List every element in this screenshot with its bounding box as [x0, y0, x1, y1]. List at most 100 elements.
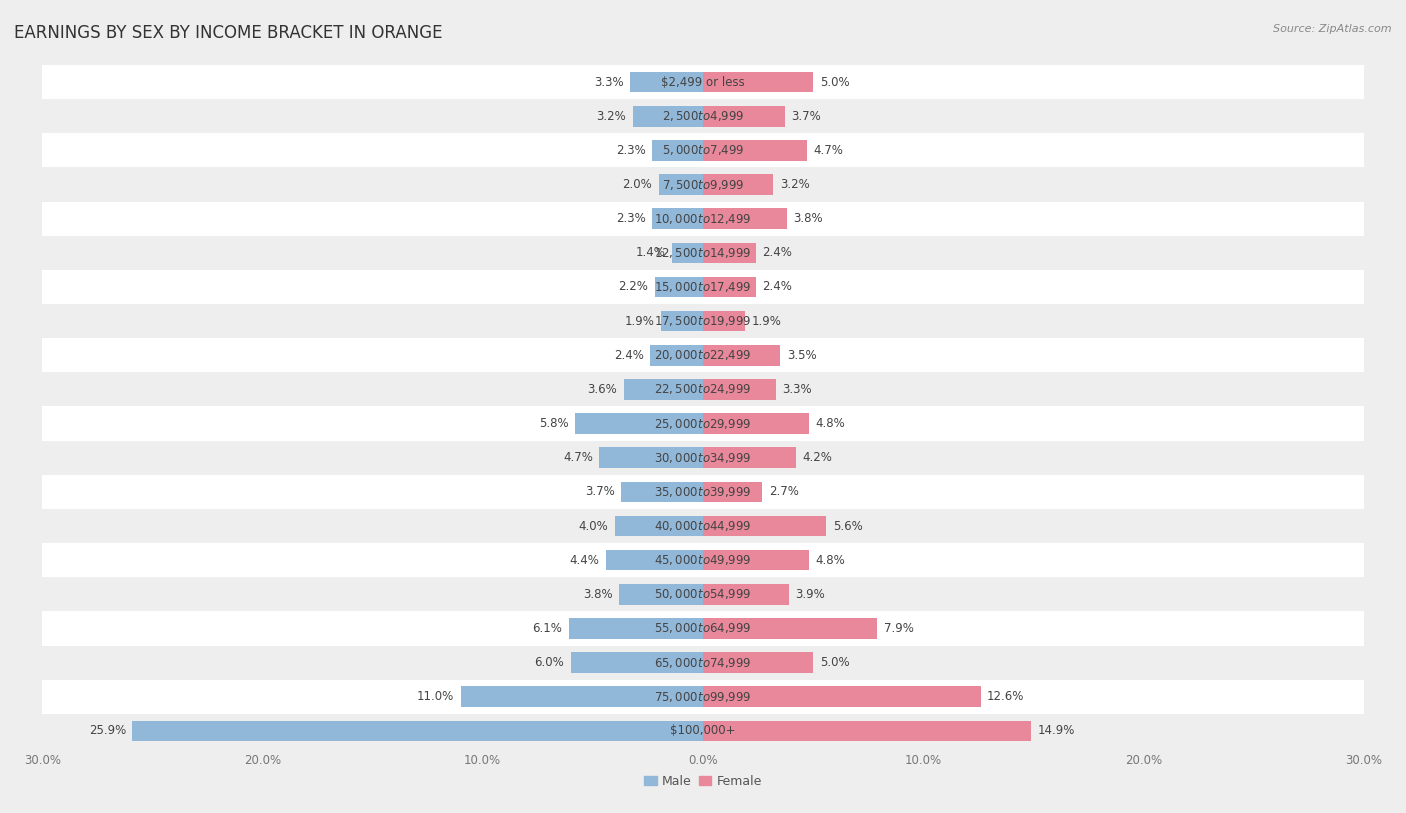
Bar — [42, 133, 1364, 167]
Bar — [621, 481, 703, 502]
Bar — [575, 413, 703, 434]
Bar — [42, 338, 1364, 372]
Bar — [703, 413, 808, 434]
Text: 1.4%: 1.4% — [636, 246, 665, 259]
Text: $45,000 to $49,999: $45,000 to $49,999 — [654, 553, 752, 567]
Bar — [461, 686, 703, 707]
Bar — [42, 236, 1364, 270]
Text: $65,000 to $74,999: $65,000 to $74,999 — [654, 655, 752, 670]
Bar — [652, 208, 703, 229]
Text: 2.7%: 2.7% — [769, 485, 799, 498]
Text: 3.8%: 3.8% — [793, 212, 823, 225]
Text: 14.9%: 14.9% — [1038, 724, 1076, 737]
Bar — [655, 276, 703, 298]
Bar — [703, 447, 796, 468]
Text: 5.0%: 5.0% — [820, 656, 849, 669]
Text: 3.6%: 3.6% — [588, 383, 617, 396]
Text: $100,000+: $100,000+ — [671, 724, 735, 737]
Bar — [571, 652, 703, 673]
Text: 3.2%: 3.2% — [596, 110, 626, 123]
Text: $12,500 to $14,999: $12,500 to $14,999 — [654, 246, 752, 260]
Text: 3.3%: 3.3% — [782, 383, 811, 396]
Text: 2.3%: 2.3% — [616, 212, 645, 225]
Bar — [703, 515, 827, 537]
Text: 2.4%: 2.4% — [762, 246, 793, 259]
Text: $50,000 to $54,999: $50,000 to $54,999 — [654, 587, 752, 602]
Bar — [703, 481, 762, 502]
Text: $17,500 to $19,999: $17,500 to $19,999 — [654, 314, 752, 328]
Text: EARNINGS BY SEX BY INCOME BRACKET IN ORANGE: EARNINGS BY SEX BY INCOME BRACKET IN ORA… — [14, 24, 443, 42]
Text: 2.2%: 2.2% — [619, 280, 648, 293]
Bar — [42, 646, 1364, 680]
Bar — [703, 174, 773, 195]
Text: 2.4%: 2.4% — [613, 349, 644, 362]
Text: $7,500 to $9,999: $7,500 to $9,999 — [662, 177, 744, 192]
Bar — [42, 611, 1364, 646]
Bar — [42, 372, 1364, 406]
Bar — [703, 379, 776, 400]
Text: 3.5%: 3.5% — [787, 349, 817, 362]
Text: 2.4%: 2.4% — [762, 280, 793, 293]
Text: 4.7%: 4.7% — [562, 451, 593, 464]
Bar — [42, 441, 1364, 475]
Legend: Male, Female: Male, Female — [640, 770, 766, 793]
Text: 3.7%: 3.7% — [792, 110, 821, 123]
Text: 4.8%: 4.8% — [815, 554, 845, 567]
Bar — [42, 577, 1364, 611]
Text: $25,000 to $29,999: $25,000 to $29,999 — [654, 416, 752, 431]
Bar — [703, 550, 808, 571]
Bar — [703, 106, 785, 127]
Text: $75,000 to $99,999: $75,000 to $99,999 — [654, 689, 752, 704]
Bar — [672, 242, 703, 263]
Bar — [703, 686, 980, 707]
Text: 1.9%: 1.9% — [751, 315, 782, 328]
Bar — [42, 202, 1364, 236]
Text: 2.0%: 2.0% — [623, 178, 652, 191]
Bar — [652, 140, 703, 161]
Bar — [42, 509, 1364, 543]
Bar — [606, 550, 703, 571]
Text: 11.0%: 11.0% — [416, 690, 454, 703]
Text: 5.8%: 5.8% — [538, 417, 568, 430]
Text: 3.9%: 3.9% — [796, 588, 825, 601]
Bar — [42, 304, 1364, 338]
Text: 6.0%: 6.0% — [534, 656, 564, 669]
Bar — [703, 720, 1031, 741]
Bar — [703, 345, 780, 366]
Bar — [42, 167, 1364, 202]
Text: 6.1%: 6.1% — [531, 622, 562, 635]
Bar — [703, 140, 807, 161]
Text: $30,000 to $34,999: $30,000 to $34,999 — [654, 450, 752, 465]
Bar — [703, 208, 787, 229]
Bar — [703, 242, 756, 263]
Bar — [599, 447, 703, 468]
Text: 3.3%: 3.3% — [595, 76, 624, 89]
Text: $55,000 to $64,999: $55,000 to $64,999 — [654, 621, 752, 636]
Bar — [42, 65, 1364, 99]
Text: 1.9%: 1.9% — [624, 315, 655, 328]
Text: $20,000 to $22,499: $20,000 to $22,499 — [654, 348, 752, 363]
Bar — [42, 99, 1364, 133]
Text: $2,500 to $4,999: $2,500 to $4,999 — [662, 109, 744, 124]
Text: 2.3%: 2.3% — [616, 144, 645, 157]
Bar — [703, 584, 789, 605]
Bar — [42, 270, 1364, 304]
Text: Source: ZipAtlas.com: Source: ZipAtlas.com — [1274, 24, 1392, 34]
Text: $15,000 to $17,499: $15,000 to $17,499 — [654, 280, 752, 294]
Bar — [42, 475, 1364, 509]
Text: $35,000 to $39,999: $35,000 to $39,999 — [654, 485, 752, 499]
Text: 3.7%: 3.7% — [585, 485, 614, 498]
Bar — [42, 406, 1364, 441]
Bar — [661, 311, 703, 332]
Text: $2,499 or less: $2,499 or less — [661, 76, 745, 89]
Text: 5.6%: 5.6% — [832, 520, 863, 533]
Text: 4.7%: 4.7% — [813, 144, 844, 157]
Bar — [659, 174, 703, 195]
Text: $40,000 to $44,999: $40,000 to $44,999 — [654, 519, 752, 533]
Text: 4.4%: 4.4% — [569, 554, 599, 567]
Text: $10,000 to $12,499: $10,000 to $12,499 — [654, 211, 752, 226]
Bar — [624, 379, 703, 400]
Text: 4.8%: 4.8% — [815, 417, 845, 430]
Text: 4.2%: 4.2% — [801, 451, 832, 464]
Bar — [703, 72, 813, 93]
